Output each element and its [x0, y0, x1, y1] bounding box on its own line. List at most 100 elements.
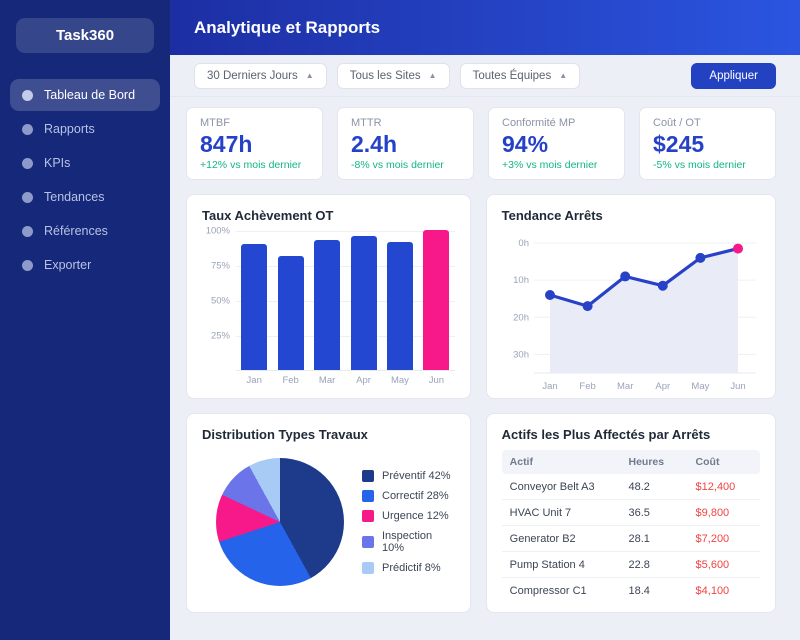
- kpi-row: MTBF 847h +12% vs mois dernier MTTR 2.4h -8% …: [186, 107, 776, 181]
- asset-name-cell: Generator B2: [501, 525, 621, 553]
- hours-cell: 22.8: [620, 551, 688, 579]
- hours-cell: 18.4: [628, 584, 650, 597]
- line-chart-card: Tendance Arrêts 0h 10h 20h 30h Jan Feb Mar Apr M…: [485, 194, 776, 400]
- sidebar-item-r-f-rences[interactable]: Références: [10, 215, 160, 247]
- sidebar-item-tableau-de-bord[interactable]: Tableau de Bord: [10, 79, 160, 111]
- sidebar-item-exporter[interactable]: Exporter: [10, 249, 160, 281]
- kpi-label: Coût / OT: [653, 117, 701, 129]
- x-axis-tick-label: Feb: [579, 381, 595, 392]
- legend-label: Urgence 12%: [382, 510, 449, 523]
- bar-chart-plot: [236, 230, 455, 372]
- bar-chart-title: Taux Achèvement OT: [202, 208, 334, 224]
- pie-chart-card: Distribution Types Travaux Préventif 42%…: [186, 413, 471, 614]
- gridline: [236, 301, 455, 303]
- data-point-apr: [657, 281, 668, 292]
- y-axis-tick-label: 50%: [210, 295, 230, 307]
- y-axis-tick-label: 20h: [513, 313, 529, 324]
- bar-jun: [423, 230, 450, 371]
- x-axis-tick-label: Apr: [655, 381, 670, 392]
- legend-swatch: [362, 470, 374, 483]
- y-axis-tick-label: 100%: [205, 225, 230, 237]
- filter-dropdown-1[interactable]: Tous les Sites ▲: [336, 62, 450, 89]
- nav-bullet-icon: [22, 89, 33, 101]
- sidebar-item-label: Rapports: [44, 122, 95, 136]
- bar-chart-y-axis: 100% 75% 50% 25%: [202, 226, 236, 371]
- hours-cell: 36.5: [620, 499, 688, 527]
- sidebar-item-kpis[interactable]: KPIs: [10, 147, 160, 179]
- column-header-co-t: Coût: [687, 450, 760, 475]
- hours-cell: 48.2: [620, 474, 688, 501]
- y-axis-tick-label: 30h: [513, 350, 529, 361]
- line-chart-svg: 0h 10h 20h 30h Jan Feb Mar Apr May Jun: [513, 238, 756, 392]
- kpi-card-2: Conformité MP 94% +3% vs mois dernier: [488, 107, 625, 181]
- kpi-value: 94%: [502, 131, 549, 157]
- bar-chart: 100% 75% 50% 25% Jan Feb Mar Apr May Jun: [202, 226, 455, 389]
- asset-name-cell: Pump Station 4: [501, 551, 621, 579]
- assets-table-card: Actifs les Plus Affectés par Arrêts Acti…: [485, 413, 776, 614]
- filter-dropdown-2[interactable]: Toutes Équipes ▲: [459, 62, 581, 89]
- line-chart: 0h 10h 20h 30h Jan Feb Mar Apr May Jun: [502, 231, 760, 393]
- cost-cell: $7,200: [687, 525, 760, 553]
- column-header-actif: Actif: [501, 450, 621, 475]
- x-axis-tick-label: Mar: [617, 381, 633, 392]
- kpi-change: +3% vs mois dernier: [502, 159, 598, 172]
- pie-chart: Préventif 42% Correctif 28% Urgence 12% Ins…: [202, 450, 455, 587]
- column-header-heures: Heures: [620, 450, 688, 475]
- bar-series: [236, 230, 455, 371]
- legend-swatch: [362, 510, 374, 523]
- asset-name-cell: Conveyor Belt A3: [501, 474, 621, 501]
- cost-cell: $9,800: [687, 499, 760, 527]
- kpi-change: +12% vs mois dernier: [200, 159, 302, 172]
- legend-item-pr-ventif: Préventif 42%: [362, 470, 455, 483]
- pie-graphic: [216, 458, 344, 587]
- legend-item-urgence: Urgence 12%: [362, 510, 455, 523]
- sidebar-item-label: Tendances: [44, 190, 105, 204]
- gridline: [236, 231, 455, 233]
- area-fill: [549, 249, 738, 374]
- filter-dropdowns: 30 Derniers Jours ▲ Tous les Sites ▲ Toutes …: [194, 62, 581, 89]
- sidebar-item-rapports[interactable]: Rapports: [10, 113, 160, 145]
- table-row: Generator B2 28.1 $7,200: [501, 525, 760, 553]
- chevron-up-icon: ▲: [305, 71, 314, 80]
- line-chart-title: Tendance Arrêts: [501, 208, 603, 224]
- chevron-up-icon: ▲: [559, 71, 568, 80]
- sidebar-item-label: KPIs: [44, 156, 71, 170]
- asset-name-cell: HVAC Unit 7: [501, 499, 621, 527]
- pie-legend: Préventif 42% Correctif 28% Urgence 12% Ins…: [362, 470, 455, 575]
- chevron-up-icon: ▲: [428, 71, 437, 80]
- cost-cell: $5,600: [687, 551, 760, 579]
- sidebar-item-label: Tableau de Bord: [44, 88, 136, 102]
- bar-chart-card: Taux Achèvement OT 100% 75% 50% 25% Jan Feb Ma…: [186, 194, 471, 400]
- x-axis-tick-label: Mar: [318, 375, 336, 387]
- gridline: [236, 336, 455, 338]
- data-point-jan: [544, 290, 555, 301]
- legend-item-correctif: Correctif 28%: [362, 490, 455, 503]
- sidebar-item-tendances[interactable]: Tendances: [10, 181, 160, 213]
- gridline: [236, 266, 455, 268]
- table-row: Pump Station 4 22.8 $5,600: [501, 551, 760, 579]
- legend-swatch: [362, 536, 374, 549]
- bottom-row: Distribution Types Travaux Préventif 42%…: [186, 413, 776, 614]
- x-axis-tick-label: May: [691, 381, 709, 392]
- filter-dropdown-label: Tous les Sites: [349, 69, 421, 82]
- table-row: Conveyor Belt A3 48.2 $12,400: [501, 474, 760, 501]
- filter-dropdown-label: 30 Derniers Jours: [207, 69, 298, 82]
- page-header: Analytique et Rapports: [170, 0, 800, 55]
- y-axis-tick-label: 75%: [210, 260, 230, 272]
- x-axis-tick-label: Feb: [282, 375, 299, 387]
- legend-item-pr-dictif: Prédictif 8%: [362, 562, 455, 575]
- y-axis-tick-label: 10h: [513, 276, 529, 287]
- sidebar-item-label: Exporter: [44, 258, 92, 272]
- filter-dropdown-0[interactable]: 30 Derniers Jours ▲: [194, 62, 327, 89]
- apply-button[interactable]: Appliquer: [691, 62, 776, 89]
- kpi-change: -5% vs mois dernier: [653, 159, 746, 172]
- table-body: Conveyor Belt A3 48.2 $12,400 HVAC Unit 7 36…: [501, 474, 760, 603]
- nav-bullet-icon: [22, 225, 33, 237]
- kpi-label: MTBF: [200, 117, 230, 129]
- kpi-value: $245: [653, 131, 705, 157]
- legend-item-inspection: Inspection 10%: [362, 530, 455, 554]
- x-axis-tick-label: Jun: [428, 375, 445, 387]
- sidebar-nav: Tableau de Bord Rapports KPIs Tendances Réfé…: [10, 79, 160, 281]
- pie-chart-title: Distribution Types Travaux: [202, 427, 368, 443]
